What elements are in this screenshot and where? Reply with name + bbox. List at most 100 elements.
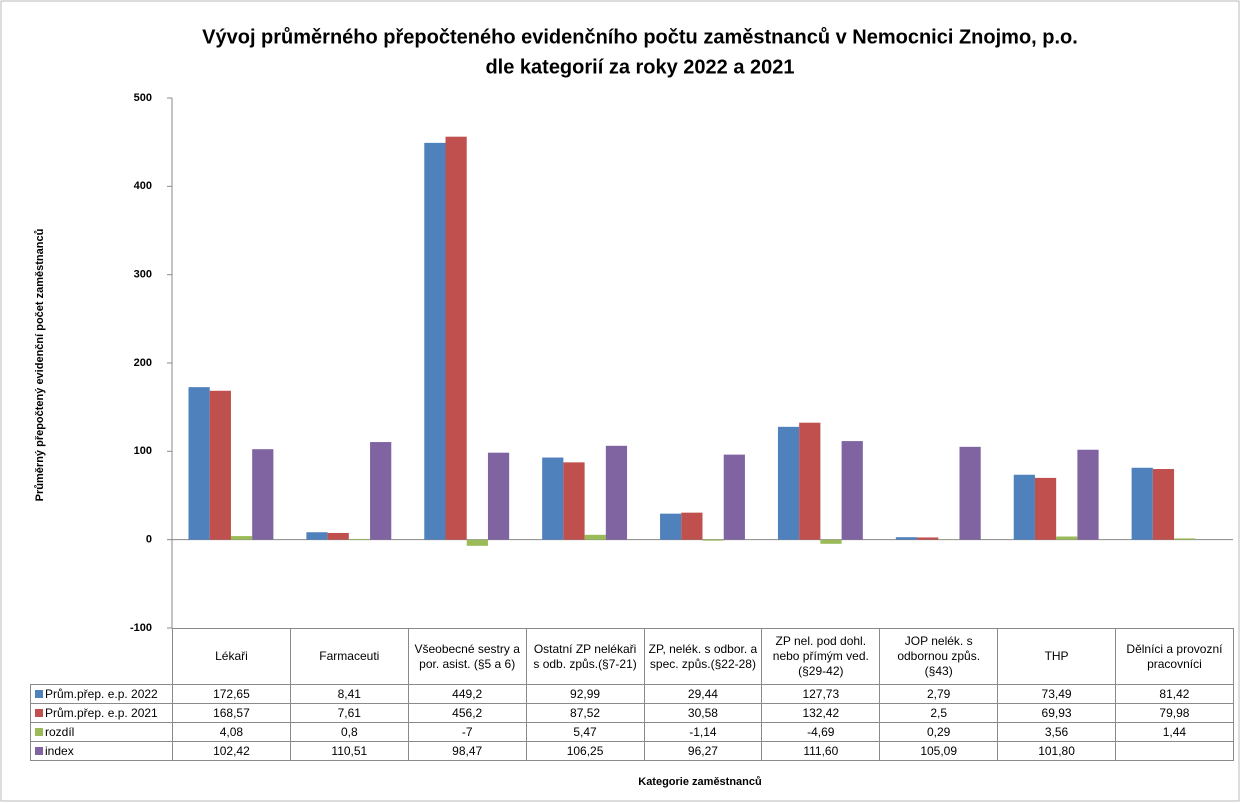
value-cell: -4,69 xyxy=(761,722,881,742)
value-cell: 102,42 xyxy=(172,741,291,761)
y-tick-label: 200 xyxy=(134,357,152,369)
bar xyxy=(841,441,863,540)
series-row: rozdíl 4,08 0,8 -7 5,47 -1,14 -4,69 0,29 3,56 1,4… xyxy=(30,722,1234,742)
legend-label: Prům.přep. e.p. 2022 xyxy=(45,686,158,701)
bar xyxy=(1174,538,1196,540)
value-cell: 0,29 xyxy=(879,722,999,742)
series-row: Prům.přep. e.p. 2021 168,57 7,61 456,2 87,52… xyxy=(30,703,1234,723)
bar xyxy=(487,452,510,540)
value-cell: 106,25 xyxy=(525,741,645,761)
legend-key xyxy=(35,746,43,755)
bar xyxy=(895,537,918,540)
bar xyxy=(542,457,564,540)
value-cell: 449,2 xyxy=(407,684,527,704)
value-cell: 0,8 xyxy=(289,722,409,742)
legend-label: index xyxy=(45,743,74,758)
bar xyxy=(306,532,328,540)
bar xyxy=(563,462,585,540)
value-cell: 110,51 xyxy=(289,741,409,761)
bar xyxy=(1056,536,1078,540)
value-cell: 79,98 xyxy=(1115,703,1234,723)
category-label: Lékaři xyxy=(172,628,291,685)
value-cell: -1,14 xyxy=(643,722,763,742)
value-cell: 168,57 xyxy=(172,703,291,723)
value-cell: 1,44 xyxy=(1115,722,1234,742)
value-cell: 2,5 xyxy=(879,703,999,723)
legend-label: Prům.přep. e.p. 2021 xyxy=(45,705,158,720)
legend-label: rozdíl xyxy=(45,724,75,739)
category-label: ZP, nelék. s odbor. a spec. způs.(§22-28… xyxy=(643,628,763,685)
value-cell: 4,08 xyxy=(172,722,291,742)
bar xyxy=(959,446,981,540)
x-axis-title: Kategorie zaměstnanců xyxy=(638,776,761,788)
bar xyxy=(799,422,821,540)
value-cell: 101,80 xyxy=(997,741,1116,761)
category-label: Farmaceuti xyxy=(289,628,409,685)
bar xyxy=(370,442,392,540)
bar xyxy=(1131,467,1153,540)
value-cell: 92,99 xyxy=(525,684,645,704)
bar xyxy=(1034,477,1057,540)
value-cell: 98,47 xyxy=(407,741,527,761)
bar xyxy=(1152,469,1175,540)
series-row: Prům.přep. e.p. 2022 172,65 8,41 449,2 92,99… xyxy=(30,684,1234,704)
legend-key xyxy=(35,708,43,717)
category-label: Všeobecné sestry a por. asist. (§5 a 6) xyxy=(407,628,527,685)
legend-cell: index xyxy=(30,741,173,761)
bar xyxy=(188,387,210,540)
bar xyxy=(777,426,800,540)
y-tick-label: 500 xyxy=(134,92,152,104)
bar xyxy=(584,534,606,540)
y-tick-label: 100 xyxy=(134,445,152,457)
category-label: Dělníci a provozní pracovníci xyxy=(1115,628,1234,685)
value-cell: 172,65 xyxy=(172,684,291,704)
value-cell: 81,42 xyxy=(1115,684,1234,704)
chart-subtitle: dle kategorií za roky 2022 a 2021 xyxy=(485,56,794,78)
bar xyxy=(209,390,231,540)
y-axis-title: Průměrný přepočtený evidenční počet zamě… xyxy=(34,229,46,502)
value-cell: 73,49 xyxy=(997,684,1116,704)
y-tick-label: 400 xyxy=(134,180,152,192)
bar xyxy=(424,142,446,540)
value-cell: 7,61 xyxy=(289,703,409,723)
y-tick-label: 0 xyxy=(146,534,152,546)
value-cell: 29,44 xyxy=(643,684,763,704)
value-cell: 87,52 xyxy=(525,703,645,723)
bar xyxy=(327,532,349,540)
legend-key xyxy=(35,689,43,698)
bar xyxy=(702,539,724,541)
chart-title: Vývoj průměrného přepočteného evidenčníh… xyxy=(202,26,1078,48)
bar xyxy=(230,536,253,540)
data-table: Lékaři Farmaceuti Všeobecné sestry a por. … xyxy=(30,628,1234,761)
series-row: index 102,42 110,51 98,47 106,25 96,27 111,60 1… xyxy=(30,741,1234,761)
bar xyxy=(605,445,628,540)
value-cell: 30,58 xyxy=(643,703,763,723)
bar xyxy=(445,136,467,540)
category-label: ZP nel. pod dohl. nebo přímým ved.(§29-4… xyxy=(761,628,881,685)
value-cell: 111,60 xyxy=(761,741,881,761)
blank-cell xyxy=(30,628,173,685)
bar xyxy=(1013,474,1035,540)
category-label: JOP nelék. s odbornou způs. (§43) xyxy=(879,628,999,685)
legend-key xyxy=(35,727,43,736)
bar xyxy=(681,512,703,540)
legend-cell: Prům.přep. e.p. 2022 xyxy=(30,684,173,704)
value-cell: 69,93 xyxy=(997,703,1116,723)
bar xyxy=(1077,449,1099,540)
bar xyxy=(348,538,371,540)
legend-cell: rozdíl xyxy=(30,722,173,742)
value-cell: 96,27 xyxy=(643,741,763,761)
category-label: THP xyxy=(997,628,1116,685)
value-cell: 2,79 xyxy=(879,684,999,704)
legend-cell: Prům.přep. e.p. 2021 xyxy=(30,703,173,723)
bar xyxy=(252,449,274,540)
bar xyxy=(466,539,488,546)
value-cell: 127,73 xyxy=(761,684,881,704)
value-cell: 456,2 xyxy=(407,703,527,723)
value-cell: -7 xyxy=(407,722,527,742)
value-cell: 132,42 xyxy=(761,703,881,723)
bar xyxy=(917,537,939,540)
